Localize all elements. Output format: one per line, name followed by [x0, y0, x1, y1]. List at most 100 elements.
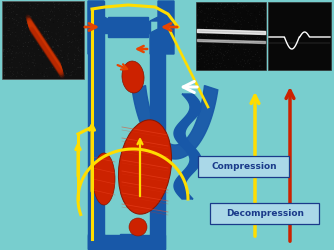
Point	[51, 70, 57, 74]
Point	[15, 66, 20, 70]
Point	[13, 53, 18, 57]
Point	[219, 46, 225, 50]
Point	[8, 33, 13, 37]
Point	[35, 5, 40, 9]
Point	[217, 46, 222, 50]
Point	[245, 42, 250, 46]
Point	[68, 71, 74, 75]
Point	[41, 18, 46, 22]
Point	[65, 66, 70, 70]
Point	[58, 46, 63, 50]
Point	[22, 10, 28, 14]
Point	[69, 70, 75, 74]
Point	[30, 64, 35, 68]
Point	[205, 39, 210, 43]
Point	[212, 29, 218, 33]
Point	[76, 66, 81, 70]
Point	[72, 37, 77, 41]
Point	[79, 6, 85, 10]
Point	[37, 26, 42, 30]
Point	[28, 4, 33, 8]
Point	[10, 32, 15, 36]
Point	[49, 61, 55, 65]
Point	[32, 58, 37, 62]
Point	[10, 55, 15, 59]
Point	[234, 21, 239, 25]
Point	[45, 28, 50, 32]
Point	[44, 68, 50, 71]
Point	[33, 26, 38, 30]
Point	[1, 53, 7, 57]
Point	[245, 58, 251, 62]
Point	[219, 18, 225, 22]
Point	[26, 21, 31, 25]
Point	[255, 28, 260, 32]
Point	[72, 11, 77, 15]
Point	[212, 10, 217, 14]
Point	[210, 57, 215, 61]
Point	[223, 14, 229, 18]
Point	[214, 34, 220, 38]
Point	[240, 10, 245, 14]
Point	[236, 64, 241, 68]
Point	[77, 23, 83, 27]
Point	[203, 42, 208, 46]
Point	[227, 55, 232, 59]
Point	[227, 28, 233, 32]
Point	[251, 34, 257, 38]
Point	[214, 58, 220, 62]
Point	[243, 30, 248, 34]
Point	[244, 4, 249, 8]
Point	[19, 51, 25, 55]
Point	[6, 66, 11, 70]
Point	[238, 41, 243, 45]
Point	[40, 16, 45, 20]
Point	[75, 66, 81, 70]
Point	[205, 31, 211, 35]
Point	[70, 70, 76, 74]
Point	[58, 75, 64, 79]
Point	[208, 13, 213, 17]
Point	[15, 71, 20, 75]
Point	[54, 50, 60, 54]
Point	[5, 30, 11, 34]
Point	[218, 53, 224, 57]
Point	[69, 62, 75, 66]
Point	[52, 10, 57, 14]
Point	[50, 59, 55, 63]
Point	[20, 6, 25, 10]
Point	[194, 14, 200, 18]
Point	[72, 56, 77, 60]
Point	[12, 28, 18, 32]
Point	[211, 51, 217, 55]
Point	[221, 22, 227, 26]
Point	[4, 5, 10, 9]
Point	[209, 11, 214, 15]
Point	[211, 24, 216, 28]
Point	[204, 36, 210, 40]
Point	[69, 64, 74, 68]
Point	[15, 34, 21, 38]
Point	[27, 8, 33, 12]
Point	[232, 21, 237, 25]
Point	[21, 45, 26, 49]
Point	[257, 64, 263, 68]
Polygon shape	[150, 55, 165, 249]
Point	[48, 36, 53, 40]
Point	[234, 3, 239, 7]
Point	[41, 56, 47, 60]
Point	[230, 19, 235, 23]
Point	[211, 26, 216, 30]
Point	[49, 9, 54, 13]
Point	[55, 46, 61, 50]
Point	[23, 53, 28, 57]
Point	[4, 66, 10, 70]
Point	[64, 14, 70, 18]
Point	[256, 38, 262, 42]
Point	[238, 64, 244, 68]
Point	[60, 44, 65, 48]
Point	[74, 47, 80, 51]
Point	[54, 29, 59, 33]
Point	[20, 11, 26, 15]
Point	[207, 52, 213, 56]
